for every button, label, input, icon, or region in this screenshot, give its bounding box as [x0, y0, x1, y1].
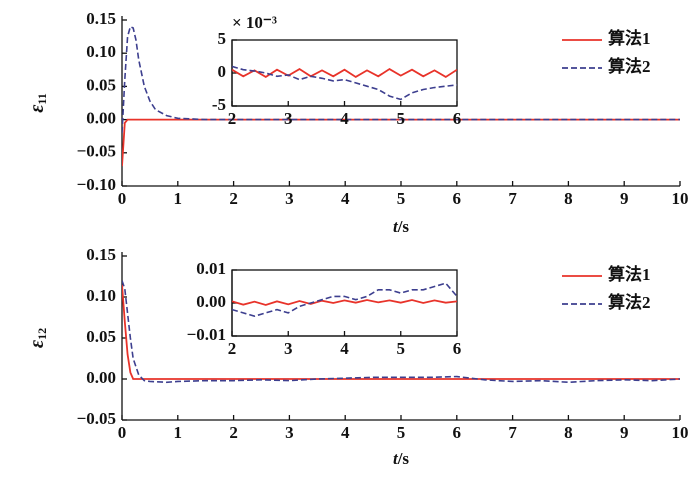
y-tick-label: −0.10	[77, 175, 116, 194]
series-line	[232, 67, 457, 79]
x-tick-label: 6	[453, 189, 462, 208]
x-tick-label: 9	[620, 189, 629, 208]
y-tick-label: 0.00	[86, 109, 116, 128]
x-tick-label: 8	[564, 189, 573, 208]
y-tick-label: 0.01	[196, 259, 226, 278]
legend-label: 算法1	[607, 28, 651, 48]
y-tick-label: 0.00	[196, 292, 226, 311]
y-tick-label: 0.15	[86, 9, 116, 28]
x-tick-label: 3	[284, 109, 293, 128]
x-axis-label: t/s	[393, 449, 409, 468]
x-tick-label: 3	[285, 189, 294, 208]
x-tick-label: 1	[174, 189, 183, 208]
series-line	[122, 280, 680, 384]
series-line	[232, 65, 457, 101]
x-tick-label: 3	[285, 423, 294, 442]
x-tick-label: 5	[397, 423, 406, 442]
y-tick-label: -5	[212, 95, 226, 114]
x-tick-label: 5	[397, 109, 406, 128]
y-tick-label: 5	[218, 29, 227, 48]
y-tick-label: 0.10	[86, 286, 116, 305]
x-tick-label: 2	[229, 189, 238, 208]
y-label-subscript: 12	[35, 328, 49, 340]
x-tick-label: 0	[118, 423, 127, 442]
y-tick-label: 0.00	[86, 368, 116, 387]
y-tick-label: 0.15	[86, 245, 116, 264]
y-tick-label: 0.05	[86, 327, 116, 346]
legend-label: 算法2	[607, 292, 651, 312]
y-tick-label: 0.05	[86, 75, 116, 94]
y-tick-label: −0.05	[77, 409, 116, 428]
x-tick-label: 1	[174, 423, 183, 442]
inset-frame	[231, 39, 458, 107]
y-tick-label: −0.01	[187, 325, 226, 344]
x-tick-label: 4	[340, 339, 349, 358]
x-tick-label: 2	[229, 423, 238, 442]
x-tick-label: 6	[453, 109, 462, 128]
x-tick-label: 3	[284, 339, 293, 358]
series-line	[232, 299, 457, 306]
x-label-symbol: t	[393, 217, 399, 236]
x-tick-label: 8	[564, 423, 573, 442]
series-line	[122, 284, 680, 380]
x-tick-label: 2	[228, 339, 237, 358]
x-label-unit: /s	[397, 449, 410, 468]
x-tick-label: 7	[508, 189, 517, 208]
x-tick-label: 0	[118, 189, 127, 208]
y-label-symbol: ε	[26, 104, 48, 113]
x-tick-label: 9	[620, 423, 629, 442]
x-tick-label: 6	[453, 423, 462, 442]
y-axis-label: ε12	[26, 328, 49, 348]
series-line	[122, 25, 680, 133]
x-tick-label: 5	[397, 189, 406, 208]
x-tick-label: 4	[341, 423, 350, 442]
x-tick-label: 10	[672, 189, 689, 208]
y-label-subscript: 11	[35, 93, 49, 104]
x-tick-label: 6	[453, 339, 462, 358]
x-tick-label: 4	[340, 109, 349, 128]
series-line	[232, 282, 457, 318]
x-tick-label: 7	[508, 423, 517, 442]
x-tick-label: 5	[397, 339, 406, 358]
y-tick-label: 0.10	[86, 42, 116, 61]
legend-label: 算法2	[607, 56, 651, 76]
x-axis-label: t/s	[393, 217, 409, 236]
x-label-symbol: t	[393, 449, 399, 468]
y-axis-label: ε11	[26, 93, 49, 113]
legend-label: 算法1	[607, 264, 651, 284]
y-label-symbol: ε	[26, 339, 48, 348]
axis-multiplier: × 10⁻³	[232, 13, 277, 32]
x-tick-label: 4	[341, 189, 350, 208]
y-tick-label: 0	[218, 62, 227, 81]
y-tick-label: −0.05	[77, 142, 116, 161]
x-label-unit: /s	[397, 217, 410, 236]
x-tick-label: 10	[672, 423, 689, 442]
x-tick-label: 2	[228, 109, 237, 128]
